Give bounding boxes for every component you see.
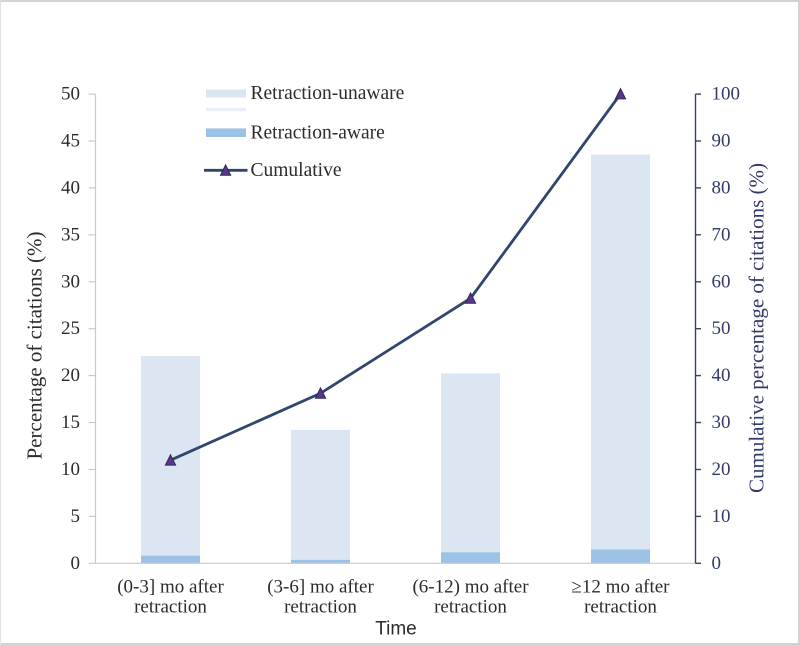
svg-text:45: 45 — [61, 131, 80, 152]
svg-text:50: 50 — [61, 84, 80, 105]
svg-text:Cumulative: Cumulative — [251, 160, 342, 181]
svg-text:20: 20 — [61, 365, 80, 386]
svg-text:Retraction-unaware: Retraction-unaware — [251, 83, 405, 104]
svg-text:5: 5 — [71, 506, 81, 527]
svg-text:70: 70 — [712, 224, 731, 245]
svg-text:90: 90 — [712, 131, 731, 152]
svg-text:100: 100 — [712, 84, 741, 105]
svg-text:20: 20 — [712, 459, 731, 480]
svg-text:Retraction-aware: Retraction-aware — [251, 123, 385, 144]
svg-text:15: 15 — [61, 412, 80, 433]
svg-text:Cumulative percentage of citat: Cumulative percentage of citations (%) — [745, 163, 769, 493]
svg-text:10: 10 — [712, 506, 731, 527]
svg-text:0: 0 — [71, 553, 81, 574]
svg-text:0: 0 — [712, 553, 722, 574]
svg-text:30: 30 — [712, 412, 731, 433]
svg-text:(0-3] mo after: (0-3] mo after — [117, 577, 224, 598]
svg-text:10: 10 — [61, 459, 80, 480]
svg-text:Percentage of citations (%): Percentage of citations (%) — [23, 232, 47, 460]
svg-text:retraction: retraction — [284, 597, 357, 618]
svg-text:≥12 mo after: ≥12 mo after — [571, 577, 670, 598]
svg-text:retraction: retraction — [134, 597, 207, 618]
svg-text:60: 60 — [712, 271, 731, 292]
svg-text:80: 80 — [712, 177, 731, 198]
svg-text:Time: Time — [375, 619, 417, 640]
svg-text:40: 40 — [712, 365, 731, 386]
svg-text:(6-12) mo after: (6-12) mo after — [412, 577, 529, 598]
svg-text:retraction: retraction — [584, 597, 657, 618]
svg-text:35: 35 — [61, 224, 80, 245]
svg-text:25: 25 — [61, 318, 80, 339]
svg-text:30: 30 — [61, 271, 80, 292]
svg-text:40: 40 — [61, 177, 80, 198]
svg-text:retraction: retraction — [434, 597, 507, 618]
svg-text:(3-6] mo after: (3-6] mo after — [267, 577, 374, 598]
svg-text:50: 50 — [712, 318, 731, 339]
